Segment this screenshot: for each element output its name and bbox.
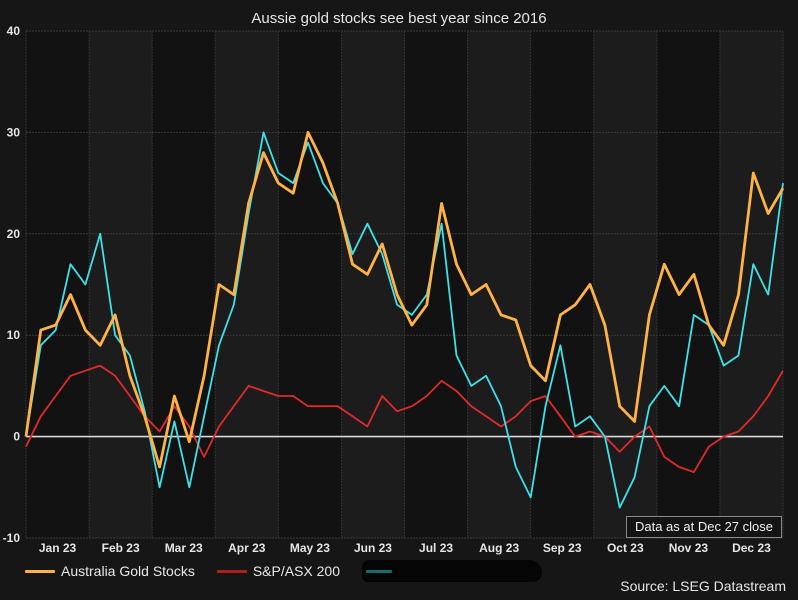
month-band xyxy=(719,31,783,538)
x-tick-label: Apr 23 xyxy=(228,541,266,555)
gridlines xyxy=(25,30,784,539)
month-band xyxy=(467,31,531,538)
x-tick-label: Nov 23 xyxy=(669,541,709,555)
x-tick-label: Feb 23 xyxy=(102,541,140,555)
month-band xyxy=(530,31,594,538)
month-band xyxy=(404,31,468,538)
source-credit: Source: LSEG Datastream xyxy=(620,578,786,594)
x-tick-label: Dec 23 xyxy=(732,541,771,555)
x-axis-ticks: Jan 23 Feb 23 Mar 23 Apr 23 May 23 Jun 23 Jul … xyxy=(39,541,771,555)
x-tick-label: May 23 xyxy=(290,541,330,555)
x-tick-label: Jun 23 xyxy=(354,541,392,555)
x-tick-label: Sep 23 xyxy=(543,541,582,555)
legend-item-gold: Australia Gold Stocks xyxy=(25,563,195,579)
month-band xyxy=(215,31,279,538)
legend-item-asx: S&P/ASX 200 xyxy=(216,563,341,579)
x-tick-label: Jul 23 xyxy=(419,541,453,555)
month-band xyxy=(656,31,720,538)
y-tick-label: 0 xyxy=(13,430,20,444)
x-tick-label: Aug 23 xyxy=(479,541,519,555)
month-band xyxy=(593,31,657,538)
y-tick-label: -10 xyxy=(3,531,21,545)
y-axis-ticks: 40 30 20 10 0 -10 xyxy=(3,24,21,545)
series-lines xyxy=(24,131,785,509)
legend-swatch-gold xyxy=(25,569,55,573)
series-line-australia-gold-stocks xyxy=(24,131,785,469)
y-tick-label: 20 xyxy=(7,227,21,241)
y-tick-label: 40 xyxy=(7,24,21,38)
month-band xyxy=(89,31,153,538)
legend-label-asx: S&P/ASX 200 xyxy=(252,563,341,579)
series-line-sp-asx-200 xyxy=(25,364,784,473)
x-tick-label: Mar 23 xyxy=(165,541,203,555)
legend: Australia Gold Stocks S&P/ASX 200 xyxy=(25,560,543,582)
legend-swatch-asx xyxy=(216,569,247,573)
x-tick-label: Oct 23 xyxy=(607,541,644,555)
month-bands xyxy=(26,31,783,538)
legend-swatch-cyan xyxy=(366,569,393,573)
chart-title: Aussie gold stocks see best year since 2… xyxy=(251,10,547,27)
legend-label-gold: Australia Gold Stocks xyxy=(61,563,195,579)
month-band xyxy=(26,31,90,538)
x-tick-label: Jan 23 xyxy=(39,541,77,555)
y-tick-label: 30 xyxy=(7,125,21,139)
month-band xyxy=(278,31,342,538)
data-date-note: Data as at Dec 27 close xyxy=(626,516,782,538)
y-tick-label: 10 xyxy=(7,328,21,342)
legend-item-redacted xyxy=(362,560,543,582)
